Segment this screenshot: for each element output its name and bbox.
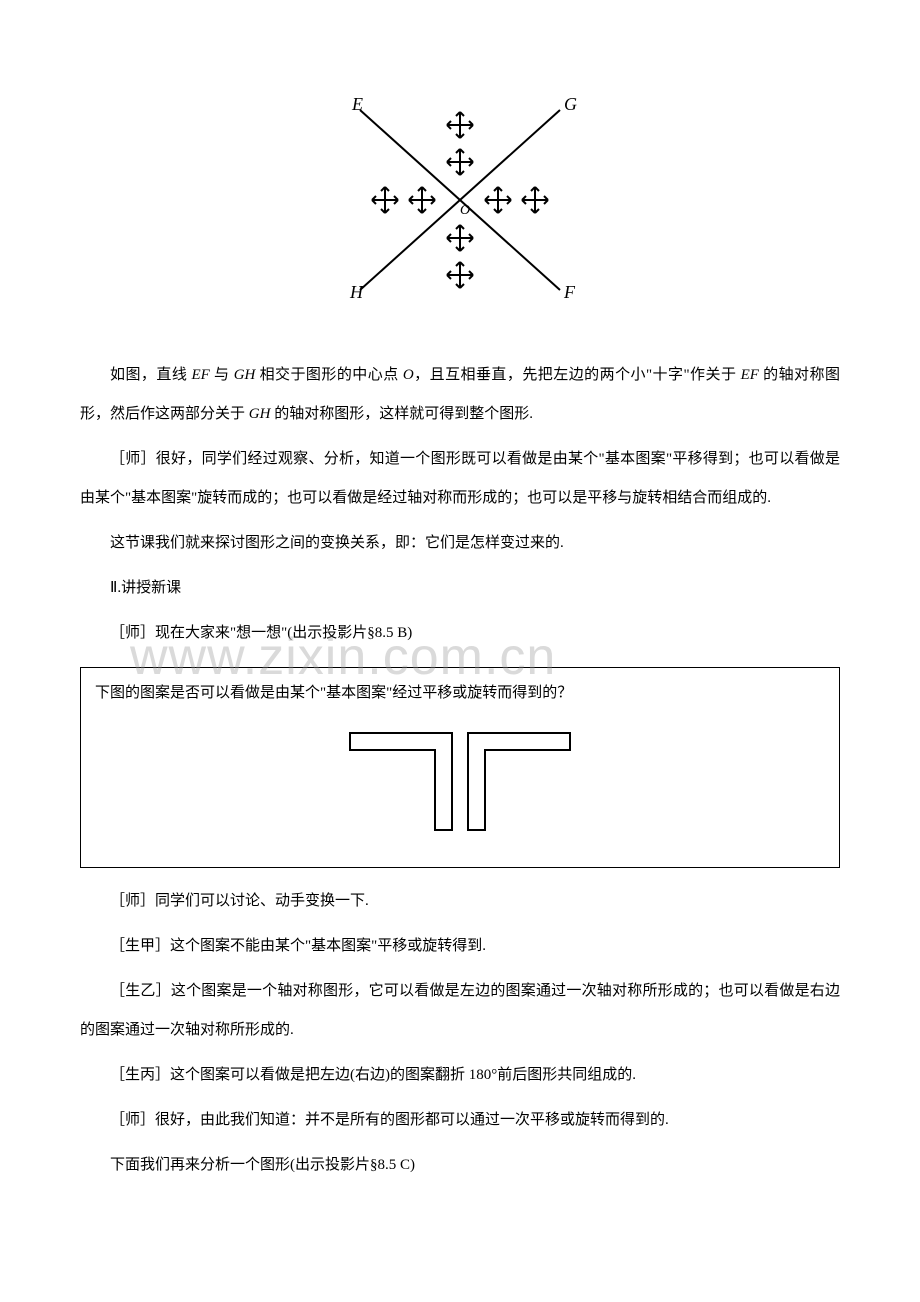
paragraph-8: ［生丙］这个图案可以看做是把左边(右边)的图案翻折 180°前后图形共同组成的. [80, 1056, 840, 1095]
label-O: O [460, 203, 470, 218]
boxed-question: 下图的图案是否可以看做是由某个"基本图案"经过平移或旋转而得到的？ [80, 667, 840, 868]
paragraph-6: ［生甲］这个图案不能由某个"基本图案"平移或旋转得到. [80, 927, 840, 966]
cross-diagram: E G H F O [80, 80, 840, 336]
t-shape-diagram [95, 719, 825, 855]
label-F: F [563, 282, 576, 302]
paragraph-1: 如图，直线 EF 与 GH 相交于图形的中心点 O，且互相垂直，先把左边的两个小… [80, 356, 840, 434]
label-E: E [351, 94, 363, 114]
paragraph-4: ［师］现在大家来"想一想"(出示投影片§8.5 B) [80, 614, 840, 653]
paragraph-10: 下面我们再来分析一个图形(出示投影片§8.5 C) [80, 1146, 840, 1185]
paragraph-3: 这节课我们就来探讨图形之间的变换关系，即：它们是怎样变过来的. [80, 524, 840, 563]
label-H: H [349, 282, 364, 302]
paragraph-5: ［师］同学们可以讨论、动手变换一下. [80, 882, 840, 921]
cross-svg: E G H F O [310, 80, 610, 320]
paragraph-7: ［生乙］这个图案是一个轴对称图形，它可以看做是左边的图案通过一次轴对称所形成的；… [80, 972, 840, 1050]
section-heading: Ⅱ.讲授新课 [80, 569, 840, 608]
question-text: 下图的图案是否可以看做是由某个"基本图案"经过平移或旋转而得到的？ [95, 680, 825, 707]
paragraph-9: ［师］很好，由此我们知道：并不是所有的图形都可以通过一次平移或旋转而得到的. [80, 1101, 840, 1140]
label-G: G [564, 94, 577, 114]
paragraph-2: ［师］很好，同学们经过观察、分析，知道一个图形既可以看做是由某个"基本图案"平移… [80, 440, 840, 518]
